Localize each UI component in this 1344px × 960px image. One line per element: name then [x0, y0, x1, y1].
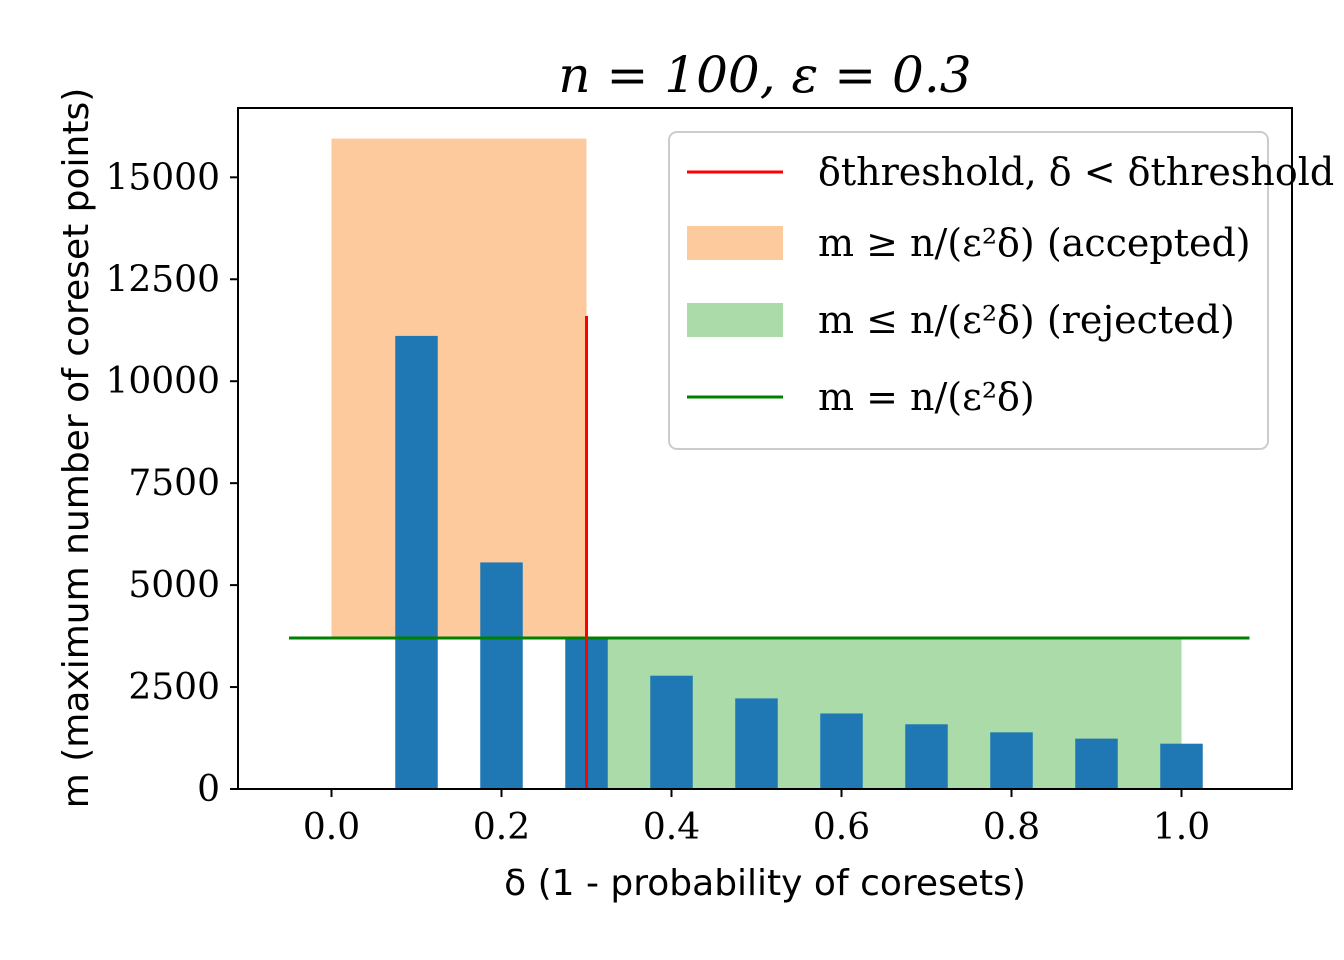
x-axis-ticks: 0.0 0.2 0.4 0.6 0.8 1.0 [303, 789, 1210, 848]
bar [820, 713, 863, 789]
legend: δthreshold, δ < δthreshold m ≥ n/(ε²δ) (a… [668, 131, 1334, 450]
bar [905, 724, 948, 789]
bar [735, 698, 778, 789]
bar [1075, 738, 1118, 789]
plot-area [289, 138, 1250, 789]
legend-label: m = n/(ε²δ) [818, 375, 1035, 419]
legend-label: m ≤ n/(ε²δ) (rejected) [818, 298, 1235, 342]
y-axis-ticks: 0 2500 5000 7500 10000 12500 15000 [105, 157, 238, 810]
chart-title: n = 100, ε = 0.3 [558, 46, 971, 104]
x-tick-label: 0.6 [813, 807, 870, 848]
accepted-region [331, 138, 587, 638]
y-tick-label: 15000 [105, 157, 220, 198]
x-tick-label: 0.2 [473, 807, 530, 848]
y-tick-label: 5000 [128, 565, 220, 606]
x-tick-label: 0.0 [303, 807, 360, 848]
bar [395, 335, 438, 789]
legend-label: δthreshold, δ < δthreshold [818, 150, 1334, 194]
legend-label: m ≥ n/(ε²δ) (accepted) [818, 221, 1251, 265]
legend-swatch [687, 303, 783, 337]
x-tick-label: 0.4 [643, 807, 700, 848]
bar [650, 675, 693, 789]
bar [990, 732, 1033, 789]
y-tick-label: 10000 [105, 361, 220, 402]
axes-frame [237, 107, 1293, 790]
legend-swatch [687, 226, 783, 260]
y-tick-label: 12500 [105, 259, 220, 300]
y-tick-label: 7500 [128, 463, 220, 504]
legend-box [668, 131, 1269, 450]
y-tick-label: 0 [197, 769, 220, 810]
x-axis-label: δ (1 - probability of coresets) [504, 863, 1026, 904]
y-tick-label: 2500 [128, 667, 220, 708]
x-tick-label: 0.8 [983, 807, 1040, 848]
bar [1160, 743, 1203, 789]
y-axis-label: m (maximum number of coreset points) [56, 88, 97, 809]
bar [480, 562, 523, 789]
x-tick-label: 1.0 [1153, 807, 1210, 848]
